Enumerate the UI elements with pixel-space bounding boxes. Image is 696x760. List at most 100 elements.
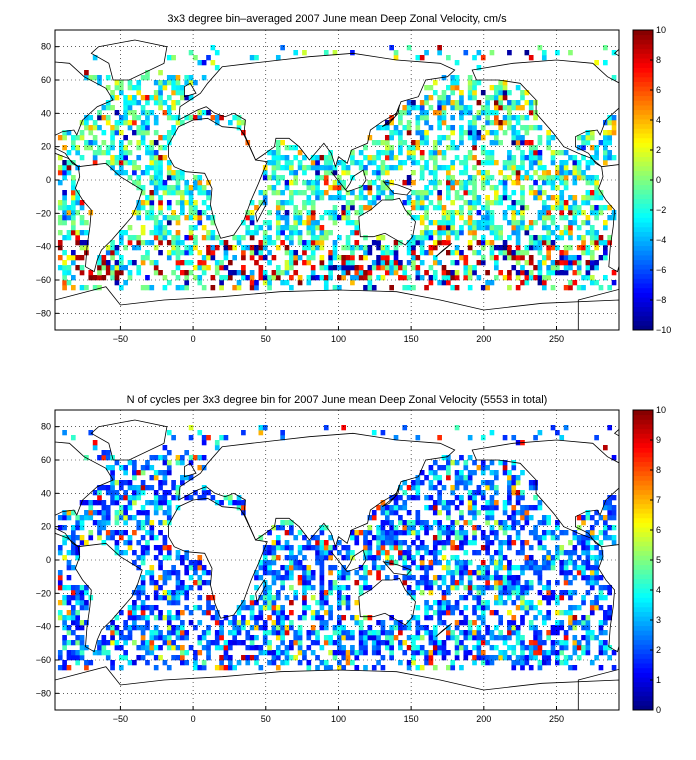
heatmap-cell (384, 245, 390, 251)
heatmap-cell (415, 205, 421, 211)
heatmap-cell (515, 490, 521, 496)
heatmap-cell (110, 490, 115, 496)
colorbar-step (633, 536, 653, 542)
heatmap-cell (219, 275, 224, 281)
heatmap-cell (389, 115, 394, 121)
heatmap-cell (441, 205, 447, 211)
heatmap-cell (515, 175, 521, 181)
heatmap-cell (546, 205, 551, 211)
heatmap-cell (376, 530, 381, 536)
heatmap-cell (437, 125, 442, 131)
heatmap-cell (171, 655, 176, 661)
heatmap-cell (171, 210, 176, 216)
heatmap-cell (411, 640, 416, 646)
heatmap-cell (520, 255, 525, 261)
heatmap-cell (197, 605, 203, 611)
heatmap-cell (611, 115, 617, 121)
heatmap-cell (528, 505, 534, 511)
heatmap-cell (118, 655, 124, 661)
x-tick-label: −50 (113, 714, 128, 724)
heatmap-cell (380, 545, 386, 551)
heatmap-cell (62, 200, 67, 206)
heatmap-cell (502, 275, 508, 281)
heatmap-cell (537, 430, 543, 436)
heatmap-cell (446, 175, 451, 181)
heatmap-cell (310, 200, 316, 206)
heatmap-cell (284, 220, 290, 226)
heatmap-cell (576, 535, 582, 541)
heatmap-cell (319, 235, 325, 241)
heatmap-cell (432, 220, 438, 226)
heatmap-cell (472, 80, 477, 86)
heatmap-cell (114, 460, 120, 466)
heatmap-cell (88, 515, 94, 521)
heatmap-cell (594, 145, 599, 151)
colorbar-step (633, 639, 653, 645)
heatmap-cell (476, 490, 482, 496)
heatmap-cell (332, 210, 338, 216)
heatmap-cell (441, 105, 447, 111)
heatmap-cell (555, 265, 560, 271)
heatmap-cell (110, 245, 115, 251)
heatmap-cell (520, 605, 525, 611)
heatmap-cell (467, 190, 473, 196)
colorbar-step (633, 184, 653, 190)
heatmap-cell (533, 605, 538, 611)
heatmap-cell (145, 640, 150, 646)
heatmap-cell (555, 655, 560, 661)
heatmap-cell (123, 465, 128, 471)
heatmap-cell (450, 225, 456, 231)
heatmap-cell (472, 510, 477, 516)
heatmap-cell (184, 650, 190, 656)
heatmap-cell (437, 640, 442, 646)
heatmap-cell (57, 525, 63, 531)
heatmap-cell (88, 430, 94, 436)
heatmap-cell (363, 245, 368, 251)
heatmap-cell (424, 130, 429, 136)
heatmap-cell (415, 130, 421, 136)
heatmap-cell (402, 560, 408, 566)
heatmap-cell (323, 545, 329, 551)
heatmap-cell (376, 245, 381, 251)
heatmap-cell (184, 270, 190, 276)
heatmap-cell (428, 580, 434, 586)
heatmap-cell (319, 275, 325, 281)
heatmap-cell (515, 630, 521, 636)
heatmap-cell (132, 165, 137, 171)
heatmap-cell (132, 245, 137, 251)
heatmap-cell (550, 265, 556, 271)
heatmap-cell (197, 560, 203, 566)
heatmap-cell (162, 460, 168, 466)
heatmap-cell (432, 255, 438, 261)
heatmap-cell (175, 595, 181, 601)
heatmap-cell (180, 585, 185, 591)
heatmap-cell (345, 240, 351, 246)
heatmap-cell (398, 110, 403, 116)
heatmap-cell (75, 195, 81, 201)
heatmap-cell (480, 590, 486, 596)
heatmap-cell (520, 185, 525, 191)
heatmap-cell (332, 185, 338, 191)
heatmap-cell (193, 265, 198, 271)
heatmap-cell (424, 570, 429, 576)
heatmap-cell (289, 225, 294, 231)
heatmap-cell (358, 255, 364, 261)
heatmap-cell (411, 170, 416, 176)
heatmap-cell (127, 105, 133, 111)
heatmap-cell (550, 150, 556, 156)
heatmap-cell (337, 190, 342, 196)
heatmap-cell (450, 270, 456, 276)
heatmap-cell (498, 540, 504, 546)
heatmap-cell (132, 95, 137, 101)
heatmap-cell (284, 530, 290, 536)
heatmap-cell (180, 175, 185, 181)
heatmap-cell (97, 495, 102, 501)
heatmap-cell (57, 265, 63, 271)
heatmap-cell (507, 50, 512, 56)
heatmap-cell (350, 245, 355, 251)
heatmap-cell (459, 540, 464, 546)
heatmap-cell (284, 145, 290, 151)
heatmap-cell (476, 50, 482, 56)
colorbar-step (633, 438, 653, 444)
heatmap-cell (175, 215, 181, 221)
